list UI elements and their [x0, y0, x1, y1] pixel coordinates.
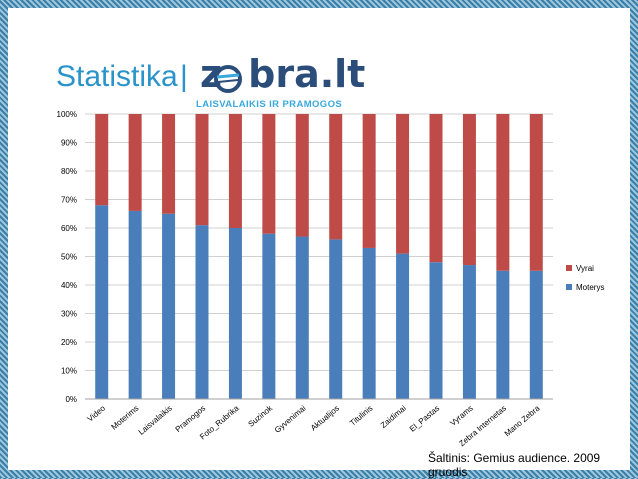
logo-text-right: bra.lt [248, 52, 366, 96]
bar-vyrai [128, 114, 142, 211]
bar-moterys [228, 228, 242, 399]
slide: Statistika | z bra.lt LAISVALAIKIS IR PRA… [8, 8, 630, 470]
y-tick-label: 0% [65, 395, 77, 404]
bar-moterys [162, 213, 176, 399]
bar-moterys [195, 225, 209, 399]
y-tick-label: 40% [61, 281, 77, 290]
logo-tagline: LAISVALAIKIS IR PRAMOGOS [196, 99, 343, 110]
bar-vyrai [496, 114, 510, 271]
y-tick-label: 70% [61, 196, 77, 205]
x-tick-label: Video [86, 403, 108, 423]
bar-vyrai [295, 114, 309, 237]
x-tick-label: Pramogos [174, 404, 208, 434]
bar-moterys [429, 262, 443, 399]
bar-vyrai [262, 114, 276, 234]
legend-label: Moterys [576, 283, 604, 292]
y-tick-label: 80% [61, 167, 77, 176]
y-tick-label: 30% [61, 310, 77, 319]
bar-vyrai [162, 114, 176, 214]
x-tick-label: Moterims [109, 404, 140, 432]
legend-swatch [566, 284, 572, 290]
bar-vyrai [329, 114, 343, 240]
bar-moterys [496, 270, 510, 399]
x-tick-label: Titulinis [348, 404, 374, 428]
header: Statistika | z bra.lt LAISVALAIKIS IR PRA… [56, 52, 376, 124]
y-tick-label: 60% [61, 224, 77, 233]
x-tick-label: Aktualijos [309, 404, 341, 433]
y-tick-label: 10% [61, 367, 77, 376]
zebra-stripes-icon [214, 65, 242, 93]
bar-moterys [262, 233, 276, 399]
bar-vyrai [195, 114, 209, 226]
bar-moterys [128, 210, 142, 399]
bar-vyrai [95, 114, 109, 206]
x-tick-label: El_Pastas [408, 404, 441, 434]
bar-moterys [529, 270, 543, 399]
bar-vyrai [362, 114, 376, 248]
x-tick-label: Gyvenimai [273, 403, 308, 434]
zebra-logo: z bra.lt [200, 52, 365, 96]
bar-moterys [362, 247, 376, 399]
bar-moterys [295, 236, 309, 399]
bar-moterys [462, 265, 476, 399]
source-note: Šaltinis: Gemius audience. 2009 gruodis [428, 451, 601, 479]
bar-moterys [95, 205, 109, 399]
y-tick-label: 20% [61, 338, 77, 347]
bar-moterys [396, 253, 410, 399]
legend-swatch [566, 265, 572, 271]
y-tick-label: 100% [57, 110, 77, 119]
bar-vyrai [529, 114, 543, 271]
bar-moterys [329, 239, 343, 399]
bar-vyrai [396, 114, 410, 254]
page-title: Statistika [56, 60, 178, 93]
legend-label: Vyrai [576, 264, 594, 273]
y-tick-label: 50% [61, 253, 77, 262]
x-tick-label: Laisvalaikis [137, 404, 174, 437]
bar-vyrai [429, 114, 443, 263]
x-tick-label: Suzinok [247, 403, 275, 429]
title-separator: | [180, 60, 188, 93]
bar-vyrai [462, 114, 476, 266]
bar-vyrai [228, 114, 242, 228]
x-tick-label: Zaidimai [379, 403, 408, 429]
x-tick-label: Mano Zebra [503, 403, 542, 438]
y-tick-label: 90% [61, 139, 77, 148]
x-tick-label: Vyrams [448, 404, 474, 428]
